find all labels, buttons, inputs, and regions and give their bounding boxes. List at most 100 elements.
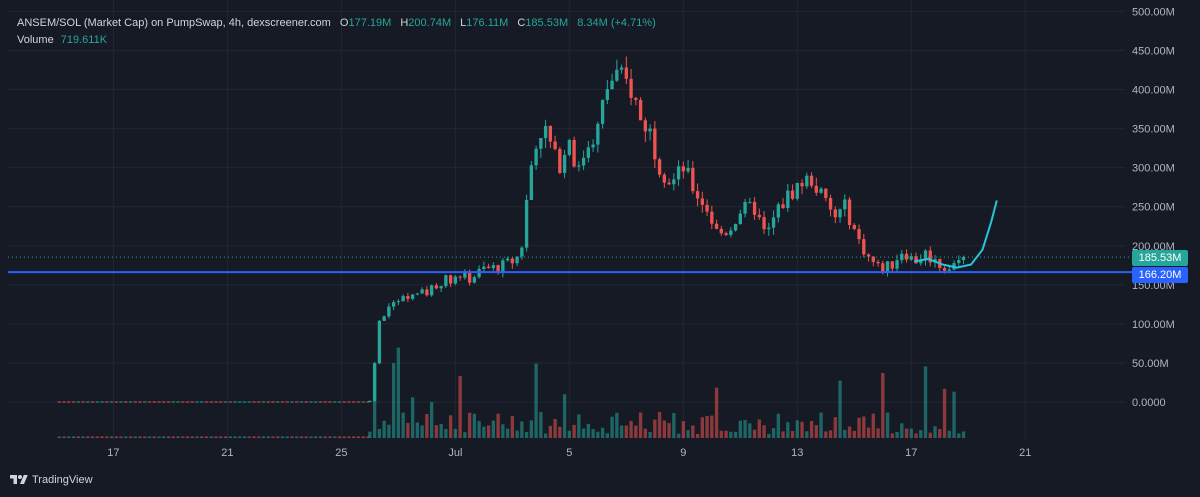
candle-body	[610, 80, 614, 90]
volume-bar	[467, 412, 472, 438]
volume-bar	[548, 425, 553, 438]
candle-body	[928, 250, 932, 263]
volume-bar	[214, 436, 218, 438]
volume-bar	[372, 367, 377, 438]
volume-bar	[100, 436, 104, 438]
volume-bar	[847, 426, 852, 438]
candle-body	[862, 239, 866, 255]
candle	[86, 401, 90, 403]
candle-body	[572, 139, 576, 167]
candle	[219, 401, 223, 403]
volume-bar	[95, 436, 99, 438]
tradingview-logo[interactable]: TradingView	[10, 473, 93, 487]
candle-body	[600, 100, 605, 124]
volume-bar	[771, 428, 776, 438]
volume-bar	[634, 425, 638, 438]
volume-bar	[914, 433, 918, 438]
low-value: 176.11M	[466, 17, 509, 29]
volume-bar	[448, 415, 453, 438]
candle-body	[596, 123, 600, 145]
candle-body	[439, 286, 443, 289]
candle-body	[662, 174, 666, 183]
volume-bar	[961, 431, 966, 438]
candle-body	[724, 233, 728, 235]
volume-bar	[162, 436, 166, 438]
volume-bar	[786, 422, 790, 438]
volume-bar	[662, 420, 666, 438]
y-tick-label: 0.0000	[1132, 397, 1166, 409]
candle-body	[914, 256, 918, 264]
candle-body	[686, 167, 690, 172]
volume-bar	[895, 431, 899, 438]
volume-bar	[439, 423, 443, 438]
volume-bar	[382, 420, 386, 438]
volume-bar	[128, 436, 133, 438]
candle-body	[700, 198, 704, 205]
price-axis[interactable]: 0.000050.00M100.00M150.00M200.00M250.00M…	[1132, 6, 1175, 409]
volume-bar	[247, 436, 251, 438]
volume-bar	[333, 436, 337, 438]
volume-bar	[581, 428, 586, 438]
brand-name: TradingView	[32, 474, 93, 486]
volume-bar	[686, 430, 690, 438]
volume-bar	[824, 431, 828, 438]
candle-body	[852, 225, 856, 230]
volume-bar	[420, 425, 424, 438]
candle	[214, 401, 218, 403]
volume-bar	[909, 428, 913, 438]
volume-bar	[190, 436, 194, 438]
candle-body	[429, 285, 434, 296]
volume-bar	[501, 424, 505, 438]
volume-bar	[838, 380, 842, 438]
candle-body	[923, 250, 928, 260]
volume-bar	[219, 436, 223, 438]
symbol-title[interactable]: ANSEM/SOL (Market Cap) on PumpSwap, 4h, …	[17, 17, 331, 29]
candle	[71, 401, 76, 403]
volume-bar	[828, 430, 833, 438]
candle-body	[947, 269, 951, 271]
candle-body	[881, 263, 885, 273]
volume-bar	[242, 436, 247, 438]
y-tick-label: 300.00M	[1132, 163, 1175, 175]
volume-bar	[295, 436, 299, 438]
close-value: 185.53M	[525, 17, 569, 29]
candle	[57, 401, 61, 403]
candle-body	[672, 179, 676, 185]
chart-legend: ANSEM/SOL (Market Cap) on PumpSwap, 4h, …	[17, 15, 656, 49]
volume-bar	[657, 412, 662, 438]
candle-body	[752, 201, 757, 215]
volume-bar	[290, 436, 294, 438]
candle	[252, 401, 256, 403]
volume-bar	[558, 426, 562, 438]
high-value: 200.74M	[408, 17, 452, 29]
candle-body	[615, 69, 619, 81]
candle-body	[501, 260, 505, 273]
hline-price-label[interactable]: 166.20M	[1132, 267, 1188, 283]
candle-body	[467, 273, 472, 283]
volume-bar	[181, 436, 185, 438]
candle-body	[714, 223, 719, 229]
y-tick-label: 50.00M	[1132, 358, 1169, 370]
candle-body	[824, 188, 828, 198]
candle-body	[648, 128, 652, 132]
volume-bar	[323, 436, 327, 438]
volume-bar	[444, 429, 448, 438]
candle-body	[795, 182, 799, 199]
candle	[337, 401, 342, 403]
candle-body	[786, 190, 790, 208]
candle	[143, 401, 147, 403]
volume-bar	[105, 436, 109, 438]
candle-body	[643, 120, 647, 132]
volume-bar	[876, 428, 880, 438]
volume-bar	[401, 412, 405, 438]
volume-bar	[486, 425, 491, 438]
volume-bar	[567, 430, 572, 438]
time-axis[interactable]: 17 21 25 Jul 5 9 13 17 21	[107, 447, 1031, 459]
volume-bar	[805, 431, 809, 438]
candle	[157, 401, 161, 403]
candle-body	[420, 289, 424, 294]
volume-bar	[356, 436, 361, 438]
x-tick-label: Jul	[448, 447, 462, 459]
candle	[276, 401, 280, 403]
